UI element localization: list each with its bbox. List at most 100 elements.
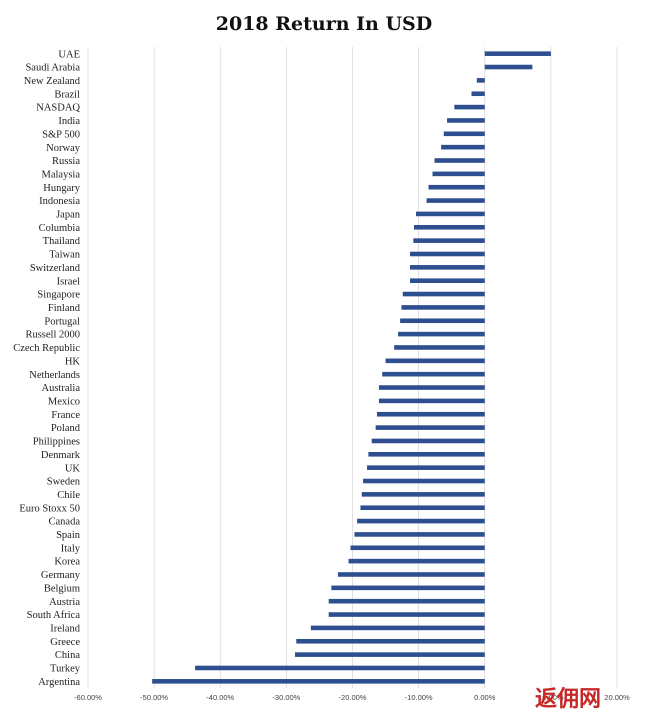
- bar: [152, 679, 485, 684]
- bar: [410, 278, 485, 283]
- x-tick-label: -20.00%: [339, 693, 367, 702]
- bar: [476, 78, 485, 83]
- bar: [385, 358, 485, 364]
- category-label: Spain: [56, 530, 81, 541]
- x-tick-label: -30.00%: [272, 693, 300, 702]
- bar: [328, 598, 485, 604]
- category-label: Sweden: [47, 477, 81, 488]
- category-label: China: [55, 650, 80, 661]
- category-labels: UAE Saudi Arabia New Zealand Brazil NASDAQ In…: [13, 49, 81, 688]
- category-label: Malaysia: [42, 169, 81, 180]
- bar: [484, 51, 551, 56]
- category-label: Russia: [52, 156, 80, 167]
- category-label: Saudi Arabia: [25, 63, 80, 74]
- category-label: Mexico: [48, 396, 80, 407]
- category-label: New Zealand: [24, 76, 81, 87]
- bar: [413, 224, 485, 230]
- x-tick-label: -40.00%: [206, 693, 234, 702]
- chart-title: 2018 Return In USD: [216, 13, 433, 35]
- bar: [471, 91, 485, 97]
- x-tick-label: -10.00%: [405, 693, 433, 702]
- category-label: Finland: [48, 303, 81, 314]
- bar: [401, 305, 485, 310]
- category-label: Thailand: [43, 236, 81, 247]
- bar: [310, 625, 485, 631]
- category-label: Indonesia: [39, 196, 80, 207]
- category-label: Taiwan: [49, 250, 81, 261]
- bar: [410, 265, 485, 270]
- category-label: Switzerland: [30, 263, 81, 274]
- category-label: Belgium: [44, 583, 80, 594]
- x-tick-label: -60.00%: [74, 693, 102, 702]
- x-tick-labels: -60.00% -50.00% -40.00% -30.00% -20.00% -10.0…: [74, 693, 630, 702]
- category-label: Columbia: [39, 223, 81, 234]
- category-label: Greece: [50, 637, 80, 648]
- bar: [376, 411, 485, 417]
- category-label: Ireland: [50, 624, 80, 635]
- bar: [410, 251, 485, 257]
- bar: [363, 478, 485, 484]
- category-label: Singapore: [37, 290, 80, 301]
- bar: [361, 492, 485, 497]
- bar: [413, 238, 485, 243]
- category-label: Euro Stoxx 50: [19, 503, 80, 514]
- bar: [296, 638, 485, 644]
- bar: [400, 318, 485, 324]
- category-label: S&P 500: [42, 129, 80, 140]
- category-label: Netherlands: [29, 370, 80, 381]
- bar: [350, 545, 485, 551]
- bar: [428, 184, 485, 190]
- bar: [434, 158, 485, 163]
- bar: [378, 385, 485, 390]
- x-tick-label: 20.00%: [604, 693, 630, 702]
- bar: [398, 331, 485, 337]
- x-tick-label: 10.00%: [538, 693, 564, 702]
- category-label: Korea: [54, 557, 80, 568]
- bar: [394, 345, 485, 350]
- bar: [378, 398, 485, 404]
- category-label: France: [51, 410, 80, 421]
- category-label: Israel: [57, 276, 80, 287]
- category-label: South Africa: [27, 610, 81, 621]
- bar: [454, 104, 485, 110]
- category-label: Russell 2000: [25, 330, 80, 341]
- category-label: HK: [65, 356, 81, 367]
- bar: [337, 572, 485, 577]
- bar: [360, 505, 485, 511]
- bar: [484, 64, 533, 70]
- bar: [402, 291, 485, 297]
- category-label: Japan: [56, 210, 81, 221]
- category-label: Brazil: [54, 89, 80, 100]
- bar: [447, 118, 485, 123]
- bar: [375, 425, 485, 430]
- bar: [443, 131, 485, 137]
- bar: [382, 371, 485, 377]
- bar: [415, 211, 485, 217]
- category-label: Germany: [41, 570, 81, 581]
- bar: [354, 532, 485, 537]
- bar: [432, 171, 485, 177]
- category-label: Philippines: [33, 437, 80, 448]
- category-label: Turkey: [50, 664, 81, 675]
- category-label: UAE: [58, 49, 80, 60]
- category-label: Norway: [46, 143, 81, 154]
- category-label: Canada: [49, 517, 81, 528]
- category-label: Italy: [61, 543, 81, 554]
- category-label: Argentina: [38, 677, 80, 688]
- bar: [426, 198, 485, 203]
- gridlines: [87, 47, 618, 688]
- watermark: 返佣网: [535, 686, 601, 712]
- category-label: India: [58, 116, 80, 127]
- category-label: Austria: [49, 597, 80, 608]
- bar: [348, 558, 485, 564]
- bar: [367, 465, 485, 470]
- category-label: Chile: [57, 490, 80, 501]
- bar: [328, 612, 485, 617]
- category-label: NASDAQ: [36, 103, 80, 114]
- category-label: Australia: [42, 383, 81, 394]
- bars: [152, 51, 551, 684]
- bar: [294, 652, 485, 657]
- bar: [195, 665, 485, 671]
- category-label: Poland: [51, 423, 81, 434]
